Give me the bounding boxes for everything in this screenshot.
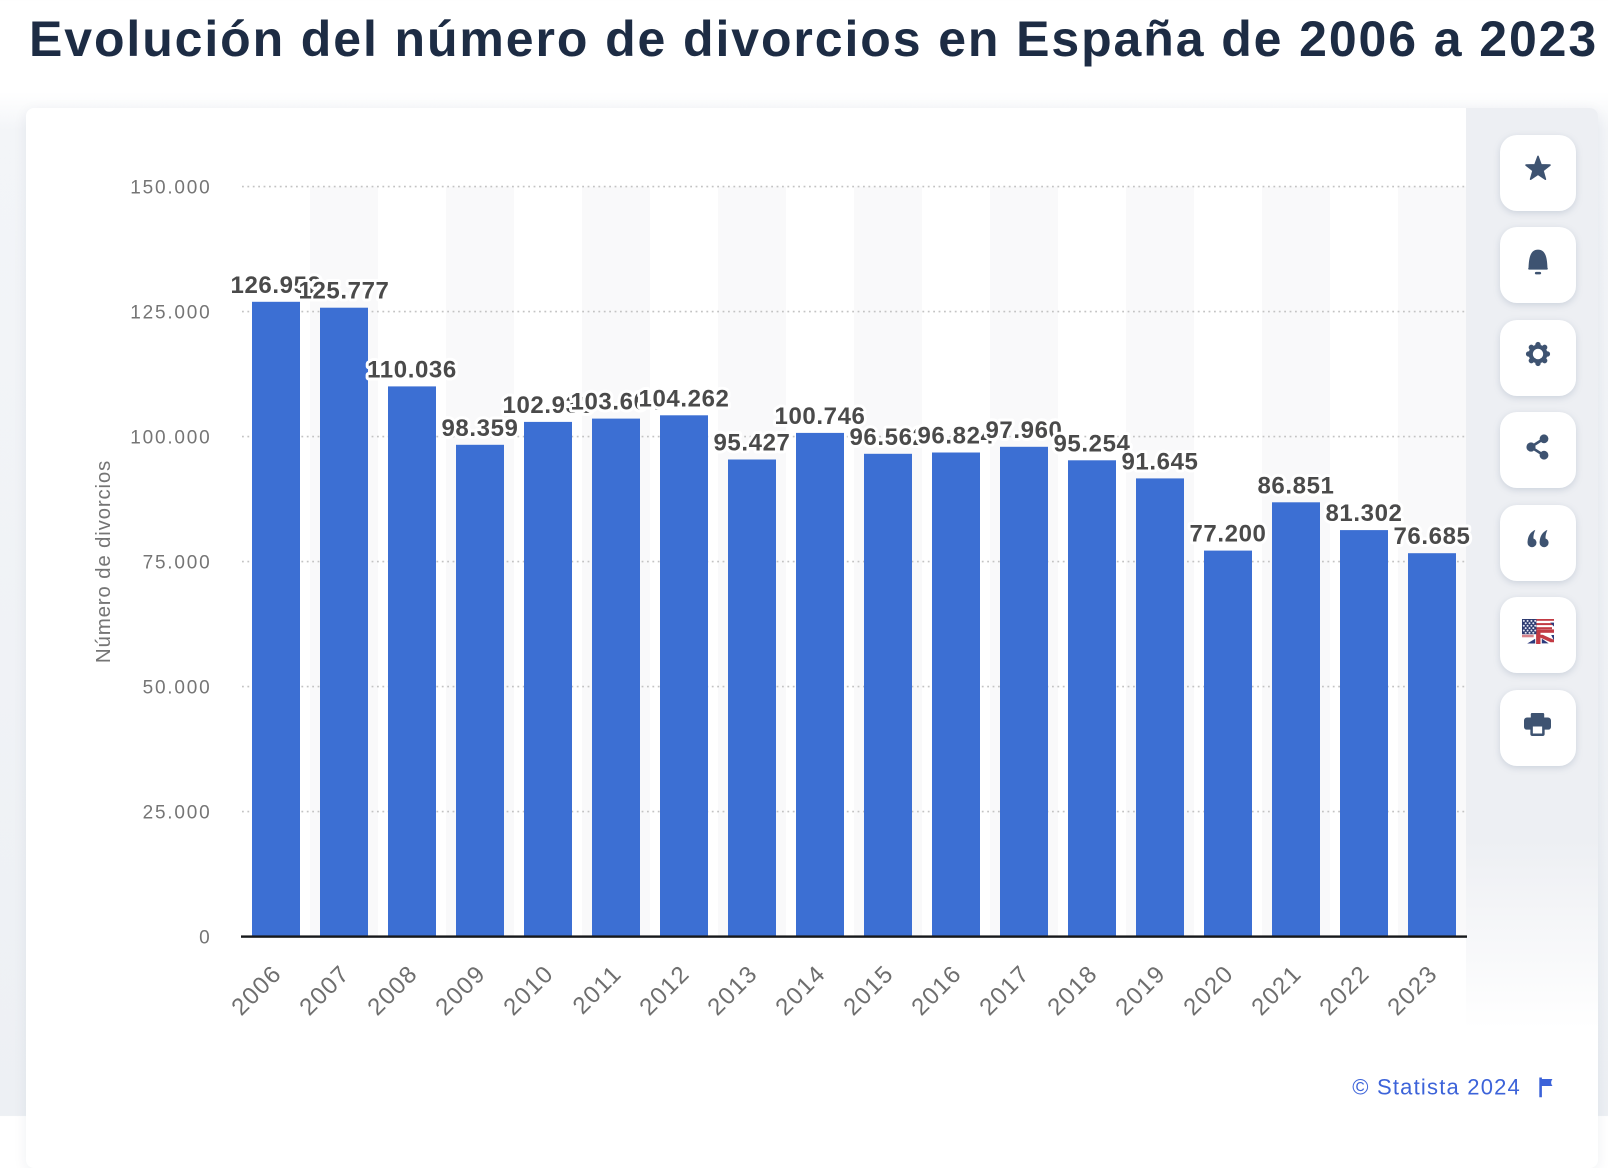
svg-text:91.645: 91.645	[1121, 448, 1198, 475]
svg-text:2009: 2009	[430, 960, 491, 1021]
svg-text:2010: 2010	[498, 960, 559, 1021]
svg-text:2018: 2018	[1042, 960, 1103, 1021]
svg-text:2012: 2012	[634, 960, 695, 1021]
svg-text:2023: 2023	[1382, 960, 1443, 1021]
svg-text:126.952: 126.952	[231, 272, 322, 299]
svg-text:2006: 2006	[226, 960, 287, 1021]
svg-text:2019: 2019	[1110, 960, 1171, 1021]
svg-text:2015: 2015	[838, 960, 899, 1021]
svg-text:86.851: 86.851	[1257, 472, 1334, 499]
svg-text:96.562: 96.562	[849, 424, 926, 451]
svg-text:96.824: 96.824	[917, 423, 994, 450]
svg-text:2022: 2022	[1314, 960, 1375, 1021]
svg-text:103.604: 103.604	[571, 389, 662, 416]
svg-text:2011: 2011	[568, 960, 628, 1020]
svg-text:97.960: 97.960	[985, 417, 1062, 444]
svg-text:© Statista 2024: © Statista 2024	[1352, 1075, 1521, 1100]
svg-text:125.000: 125.000	[130, 303, 211, 324]
svg-text:150.000: 150.000	[130, 178, 211, 199]
svg-text:25.000: 25.000	[143, 803, 212, 824]
svg-text:110.036: 110.036	[367, 356, 457, 383]
svg-text:98.359: 98.359	[441, 415, 518, 442]
svg-text:50.000: 50.000	[143, 678, 212, 699]
svg-text:125.777: 125.777	[299, 278, 390, 305]
svg-text:77.200: 77.200	[1189, 521, 1266, 548]
svg-text:2016: 2016	[906, 960, 967, 1021]
svg-text:Evolución del número de divorc: Evolución del número de divorcios en Esp…	[29, 11, 1598, 67]
svg-text:76.685: 76.685	[1393, 523, 1470, 550]
svg-text:100.746: 100.746	[775, 403, 866, 430]
svg-text:2013: 2013	[702, 960, 763, 1021]
svg-text:75.000: 75.000	[143, 553, 212, 574]
svg-text:2008: 2008	[362, 960, 423, 1021]
svg-text:0: 0	[199, 928, 211, 949]
svg-text:102.933: 102.933	[503, 392, 594, 419]
svg-text:2020: 2020	[1178, 960, 1239, 1021]
svg-text:Número de divorcios: Número de divorcios	[92, 460, 115, 663]
svg-text:104.262: 104.262	[639, 385, 730, 412]
svg-text:81.302: 81.302	[1325, 500, 1402, 527]
svg-text:95.254: 95.254	[1053, 430, 1130, 457]
svg-text:2007: 2007	[294, 960, 355, 1021]
svg-text:95.427: 95.427	[713, 430, 790, 457]
svg-text:100.000: 100.000	[130, 428, 211, 449]
svg-text:2021: 2021	[1246, 960, 1307, 1021]
svg-text:2017: 2017	[974, 960, 1035, 1021]
svg-text:2014: 2014	[770, 960, 831, 1021]
